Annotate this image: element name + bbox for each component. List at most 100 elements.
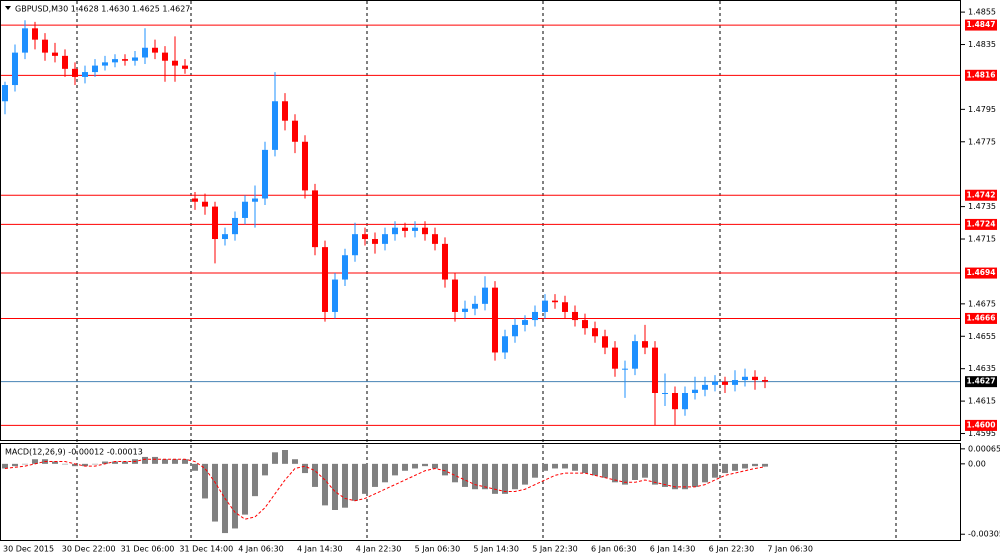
macd-panel [0, 443, 961, 541]
macd-bar [252, 463, 258, 497]
candle-body [232, 217, 238, 235]
macd-bar [442, 463, 448, 476]
candle-body [642, 341, 648, 348]
candle-body [152, 47, 158, 53]
macd-bar [342, 463, 348, 508]
candle-body [552, 300, 558, 303]
macd-bar [572, 463, 578, 471]
candle-body [632, 341, 638, 369]
candle-body [572, 311, 578, 321]
macd-bar [712, 463, 718, 478]
y-tick-label: -0.00305 [968, 530, 1000, 539]
candle-body [752, 376, 758, 381]
candle-body [442, 243, 448, 280]
macd-bar [62, 463, 68, 465]
candle-body [262, 149, 268, 199]
candle-body [702, 384, 708, 390]
macd-bar [152, 456, 158, 464]
level-tag [965, 267, 997, 279]
macd-bar [272, 452, 278, 464]
y-tick-label: 1.4775 [968, 137, 996, 146]
macd-bar [592, 463, 598, 476]
macd-bar [122, 461, 128, 464]
candle-body [242, 201, 248, 218]
y-tick-label: 1.4595 [968, 429, 996, 438]
candle-body [542, 300, 548, 312]
macd-bar [652, 463, 658, 485]
period-separators [76, 1, 897, 540]
candle-body [182, 65, 188, 69]
candle-body [212, 206, 218, 240]
level-tag [965, 69, 997, 81]
candle-body [302, 141, 308, 191]
macd-bar [92, 463, 98, 465]
main-panel [0, 0, 961, 441]
macd-bar [702, 463, 708, 483]
candle-body [532, 311, 538, 321]
y-tick-label: 1.4715 [968, 235, 996, 244]
macd-bar [382, 463, 388, 483]
macd-bar [542, 463, 548, 471]
macd-bar [622, 463, 628, 485]
candle-body [742, 376, 748, 381]
candle-body [492, 287, 498, 353]
macd-bar [112, 461, 118, 464]
chart-title: GBPUSD,M30 1.4628 1.4630 1.4625 1.4627 [15, 5, 190, 14]
macd-bar [182, 459, 188, 464]
candle-body [322, 247, 328, 312]
candle-body [332, 279, 338, 312]
macd-bar [102, 461, 108, 464]
menu-arrow[interactable] [5, 6, 11, 10]
x-tick-label: 31 Dec 06:00 [121, 545, 175, 554]
candle-body [682, 392, 688, 410]
y-tick-label: 1.4615 [968, 397, 996, 406]
macd-bar [452, 463, 458, 483]
candle-body [592, 328, 598, 337]
level-label: 1.4666 [967, 313, 996, 322]
candle-body [2, 85, 8, 102]
macd-bar [422, 463, 428, 467]
candle-body [392, 227, 398, 235]
macd-bar [762, 463, 768, 467]
macd-bar [562, 463, 568, 469]
level-label: 1.4847 [967, 20, 996, 29]
candle-body [452, 279, 458, 312]
x-tick-label: 31 Dec 14:00 [179, 545, 233, 554]
price-tag [965, 376, 997, 388]
macd-bar [52, 461, 58, 464]
macd-bar [242, 463, 248, 515]
x-tick-label: 5 Jan 14:30 [473, 545, 519, 554]
x-tick-label: 4 Jan 14:30 [297, 545, 343, 554]
macd-bar [192, 463, 198, 471]
candle-body [172, 60, 178, 66]
candle-body [92, 65, 98, 73]
candle-body [22, 28, 28, 53]
candle-body [222, 234, 228, 240]
candle-body [42, 39, 48, 53]
candle-body [342, 255, 348, 280]
macd-bar [302, 463, 308, 474]
candle-body [602, 336, 608, 348]
y-tick-label: 1.4855 [968, 8, 996, 17]
x-tick-label: 30 Dec 22:00 [62, 545, 116, 554]
macd-bar [632, 463, 638, 480]
macd-bar [752, 463, 758, 467]
candle-body [562, 302, 568, 312]
level-tag [965, 189, 997, 201]
signal-line [4, 458, 766, 520]
candle-body [72, 68, 78, 77]
y-tick-label: 1.4835 [968, 40, 996, 49]
level-label: 1.4694 [967, 268, 996, 277]
candle-body [432, 234, 438, 244]
macd-bar [672, 463, 678, 490]
macd-bar [692, 463, 698, 487]
y-tick-label: 1.4635 [968, 364, 996, 373]
candle-body [192, 198, 198, 202]
candle-body [272, 101, 278, 150]
x-tick-label: 6 Jan 22:30 [709, 545, 755, 554]
candle-body [202, 201, 208, 207]
candle-body [672, 392, 678, 410]
macd-bar [82, 463, 88, 467]
candle-body [162, 52, 168, 61]
macd-bar [732, 463, 738, 471]
